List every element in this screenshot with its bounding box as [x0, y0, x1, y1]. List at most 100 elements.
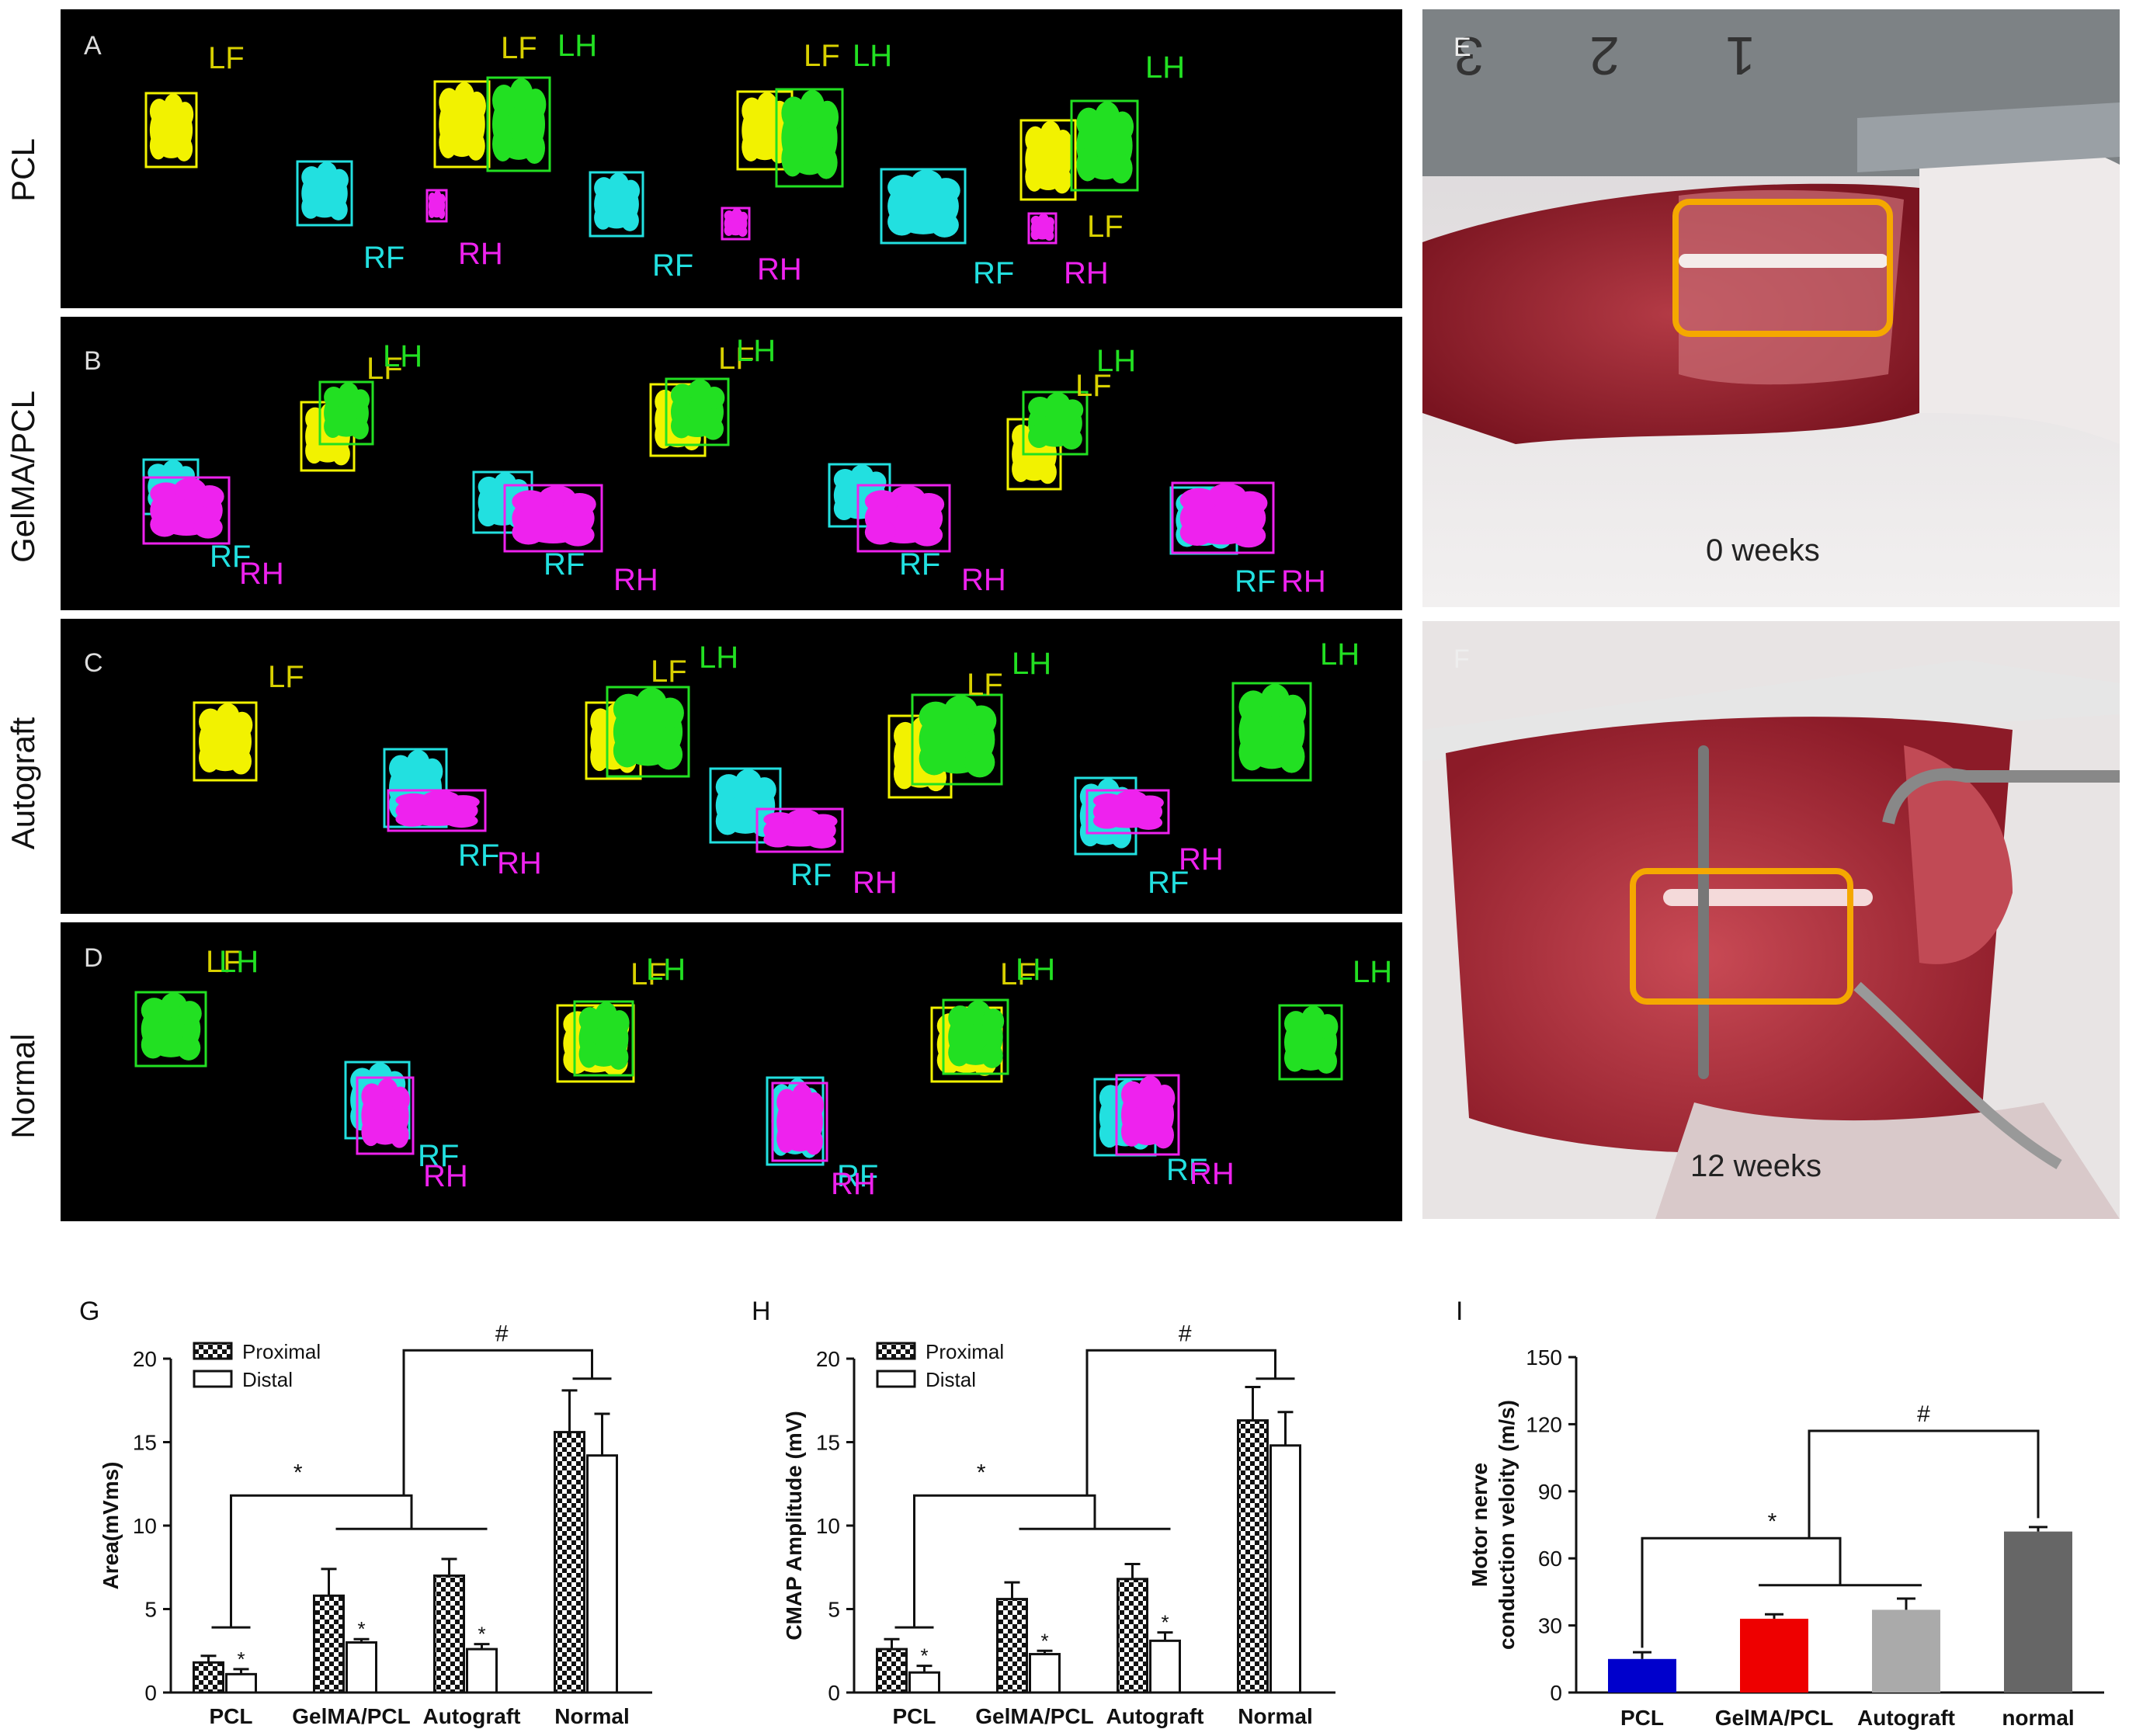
paw-box-lf — [144, 92, 198, 168]
paw-blob-part — [1012, 424, 1032, 449]
paw-blob-part — [1315, 1048, 1337, 1074]
paw-rf — [594, 172, 641, 231]
paw-blob-part — [594, 177, 614, 200]
caption-12-weeks: 12 weeks — [1690, 1149, 1822, 1183]
paw-label-rf: RF — [790, 858, 832, 892]
paw-blob-part — [439, 193, 446, 205]
paw-rh — [1179, 483, 1268, 548]
y-tick-label: 0 — [1550, 1681, 1562, 1705]
y-tick-label: 5 — [144, 1598, 157, 1622]
paw-box-rh — [425, 189, 448, 223]
surgery-photo-12-weeks: F 12 weeks — [1422, 621, 2120, 1219]
paw-box-rh — [1115, 1074, 1180, 1156]
paw-box-rh — [856, 484, 951, 553]
paw-blob-part — [702, 417, 724, 440]
paw-lf — [742, 92, 789, 164]
bar-distal — [225, 1672, 257, 1694]
paw-blob-part — [332, 442, 350, 466]
bar-proximal — [193, 1661, 224, 1694]
paw-blob-part — [1052, 166, 1071, 194]
bar-distal — [346, 1641, 377, 1694]
paw-label-lh: LH — [646, 953, 686, 987]
paw-blob-part — [361, 1117, 380, 1147]
paw-blob-part — [199, 743, 221, 773]
bar-velocity — [1608, 1658, 1676, 1693]
paw-blob-part — [150, 482, 182, 505]
paw-rf — [478, 472, 529, 529]
paw-label-rh: RH — [613, 563, 658, 597]
paw-box-rh — [356, 1076, 415, 1155]
significance-star: * — [357, 1617, 365, 1641]
paw-blob-part — [525, 89, 547, 120]
paw-blob-part — [808, 814, 838, 829]
surgery-photo-0-weeks: 3 2 1 E 0 weeks — [1422, 9, 2120, 607]
paw-label-rh: RH — [497, 846, 542, 880]
paw-blob-part — [1076, 148, 1099, 182]
paw-blob-part — [981, 1043, 1003, 1068]
chart-area: 0 5 10 15 20 Area(mVms) * PCL * GelMA/PCL * Autogra… — [99, 1321, 652, 1728]
paw-blob-part — [328, 198, 348, 220]
category-label: GelMA/PCL — [1715, 1706, 1833, 1730]
paw-box-rf — [589, 171, 644, 238]
paw-blob-part — [478, 503, 498, 527]
paw-blob-part — [198, 708, 222, 735]
y-axis-label-line2: conduction veloity (m/s) — [1495, 1400, 1519, 1650]
significance-star: * — [1161, 1611, 1169, 1634]
panel-letter-g: G — [79, 1297, 100, 1326]
paw-blob-part — [833, 469, 857, 491]
paw-blob-part — [1233, 491, 1268, 516]
paw-blob-part — [671, 384, 694, 407]
paw-blob-part — [807, 834, 836, 849]
paw-box-rf — [766, 1076, 825, 1166]
paw-blob-part — [763, 812, 796, 827]
paw-blob-part — [1025, 126, 1046, 154]
paw-blob-part — [390, 1122, 409, 1148]
paw-blob-part — [1076, 107, 1102, 138]
bracket-line — [1641, 1536, 1842, 1648]
paw-blob-part — [1060, 428, 1082, 450]
paw-box-lh — [606, 686, 690, 778]
paw-blob-part — [389, 755, 412, 782]
paw-blob-part — [1038, 460, 1057, 484]
paw-box-rf — [709, 767, 782, 844]
paw-blob-part — [1238, 734, 1266, 771]
paw-box-lh — [1231, 682, 1312, 782]
paw-blob-part — [620, 209, 639, 231]
paw-lh — [1238, 683, 1307, 773]
paw-label-rf: RF — [544, 547, 585, 582]
paw-blob-part — [964, 747, 995, 778]
paw-blob-part — [590, 742, 610, 772]
paw-blob-part — [178, 1001, 202, 1026]
paw-label-rh: RH — [853, 866, 898, 900]
bar-distal — [466, 1647, 498, 1694]
paw-blob-part — [1280, 694, 1307, 728]
paw-label-lh: LH — [736, 334, 776, 368]
y-tick-label: 120 — [1526, 1412, 1562, 1436]
paw-blob-part — [1028, 425, 1051, 448]
paw-blob-part — [1030, 228, 1040, 241]
category-label: Normal — [554, 1704, 629, 1728]
paw-label-rf: RF — [210, 540, 251, 574]
paw-blob-part — [738, 211, 748, 223]
paw-blob-part — [621, 179, 641, 202]
legend-label: Distal — [242, 1368, 293, 1391]
paw-blob-part — [752, 777, 776, 803]
bar-distal — [908, 1671, 940, 1694]
paw-blob-part — [1030, 215, 1041, 226]
paw-rh — [361, 1078, 410, 1148]
paw-lh — [919, 695, 997, 778]
paw-blob-part — [703, 386, 725, 409]
paw-label-lf: LF — [1075, 369, 1112, 403]
paw-blob-part — [446, 795, 480, 809]
paw-label-rf: RF — [1148, 866, 1189, 900]
paw-blob-part — [466, 131, 485, 161]
caption-0-weeks: 0 weeks — [1706, 533, 1820, 568]
paw-box-rh — [721, 207, 751, 241]
paw-blob-part — [865, 471, 887, 493]
paw-blob-part — [391, 1086, 410, 1113]
paw-blob-part — [1061, 399, 1084, 421]
paw-box-rh — [503, 484, 603, 553]
paw-lh — [613, 687, 684, 770]
paw-blob-part — [301, 195, 321, 219]
significance-star: * — [237, 1647, 245, 1671]
